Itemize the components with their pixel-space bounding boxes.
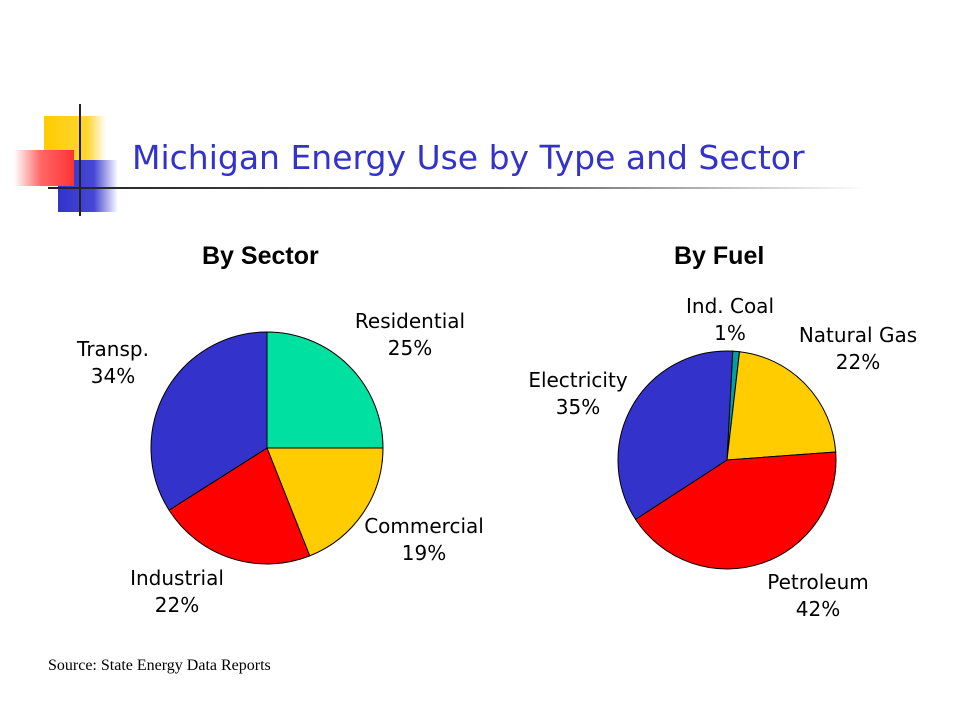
slice-label-ind-coal: Ind. Coal xyxy=(686,294,774,318)
pie-chart-by-sector xyxy=(150,331,384,565)
pie-slice-petroleum xyxy=(634,451,837,570)
pie-slice-natural-gas xyxy=(726,351,837,461)
slice-value-industrial: 22% xyxy=(155,593,199,617)
chart-title-by-sector: By Sector xyxy=(202,242,319,270)
slice-value-residential: 25% xyxy=(388,336,432,360)
chart-title-by-fuel: By Fuel xyxy=(674,242,765,270)
slice-value-ind-coal: 1% xyxy=(714,321,746,345)
slice-value-transp: 34% xyxy=(91,364,135,388)
slice-label-natural-gas: Natural Gas xyxy=(799,323,917,347)
slice-value-natural-gas: 22% xyxy=(836,350,880,374)
pie-chart-by-fuel xyxy=(617,350,837,570)
slice-label-residential: Residential xyxy=(355,309,465,333)
slice-label-commercial: Commercial xyxy=(364,514,484,538)
slice-label-transp: Transp. xyxy=(76,337,149,361)
slice-label-petroleum: Petroleum xyxy=(767,570,869,594)
pie-slice-commercial xyxy=(266,447,384,557)
decoration-red-bar xyxy=(14,150,74,186)
pie-slice-transp xyxy=(150,331,268,511)
pie-slice-electricity xyxy=(617,350,734,521)
slice-value-commercial: 19% xyxy=(402,541,446,565)
slice-value-electricity: 35% xyxy=(556,395,600,419)
pie-slice-residential xyxy=(266,331,384,449)
source-note: Source: State Energy Data Reports xyxy=(48,657,271,674)
pie-slice-industrial xyxy=(168,447,311,565)
decoration-vertical-line xyxy=(79,104,81,216)
slice-label-industrial: Industrial xyxy=(130,566,224,590)
slice-value-petroleum: 42% xyxy=(796,597,840,621)
decoration-horizontal-line xyxy=(48,187,868,189)
slide-title: Michigan Energy Use by Type and Sector xyxy=(132,138,805,177)
slice-label-electricity: Electricity xyxy=(528,368,628,392)
